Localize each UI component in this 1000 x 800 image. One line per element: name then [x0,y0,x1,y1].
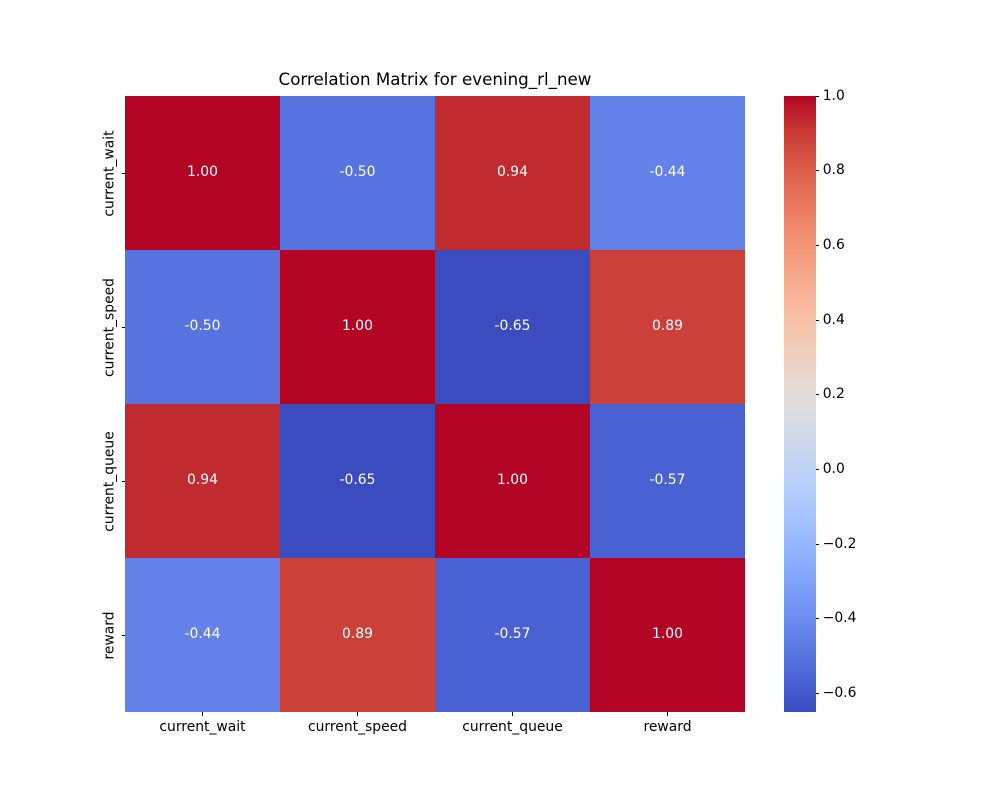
heatmap-cell-current_speed-reward: 0.89 [590,250,745,404]
heatmap-cell-reward-current_queue: -0.57 [435,558,590,712]
colorbar-tick-label: 0.4 [822,311,845,328]
heatmap-cell-current_wait-current_wait: 1.00 [125,96,280,250]
cell-annotation: -0.57 [649,472,686,489]
heatmap-cell-current_speed-current_queue: -0.65 [435,250,590,404]
cell-annotation: 1.00 [497,472,528,489]
heatmap-cell-current_queue-current_queue: 1.00 [435,404,590,558]
cell-annotation: 0.89 [652,318,683,335]
cell-annotation: 0.94 [187,472,218,489]
colorbar-tick-mark [815,618,820,620]
heatmap-cell-reward-current_speed: 0.89 [280,558,435,712]
y-tick-label: reward [101,610,117,660]
colorbar-tick-mark [815,468,820,470]
x-tick-mark [202,712,203,716]
heatmap-cell-current_speed-current_wait: -0.50 [125,250,280,404]
x-tick-label: current_queue [462,719,563,735]
cell-annotation: -0.57 [494,626,531,643]
x-tick-label: current_wait [159,719,246,735]
colorbar-tick-mark [815,394,820,396]
cell-annotation: -0.65 [494,318,531,335]
y-tick-mark [121,326,125,328]
colorbar [784,96,816,712]
cell-annotation: 1.00 [342,318,373,335]
cell-annotation: 1.00 [652,626,683,643]
y-tick-mark [121,634,125,636]
x-tick-mark [667,712,668,716]
colorbar-tick-label: 0.6 [822,236,845,253]
heatmap-cell-reward-current_wait: -0.44 [125,558,280,712]
colorbar-tick-label: −0.6 [822,684,857,701]
y-tick-mark [121,480,125,482]
chart-title: Correlation Matrix for evening_rl_new [278,69,592,89]
cell-annotation: 0.94 [497,164,528,181]
heatmap-cell-reward-reward: 1.00 [590,558,745,712]
heatmap-grid: 1.00 -0.50 0.94 -0.44 -0.50 1.00 -0.65 0.89 0.94… [125,96,745,712]
colorbar-tick-mark [815,319,820,321]
heatmap-cell-current_queue-reward: -0.57 [590,404,745,558]
cell-annotation: 1.00 [187,164,218,181]
cell-annotation: 0.89 [342,626,373,643]
x-tick-label: reward [643,719,692,735]
x-tick-label: current_speed [307,719,408,735]
colorbar-tick-label: −0.2 [822,535,857,552]
cell-annotation: -0.50 [184,318,221,335]
cell-annotation: -0.65 [339,472,376,489]
x-tick-mark [512,712,513,716]
heatmap-cell-current_queue-current_speed: -0.65 [280,404,435,558]
heatmap-cell-current_queue-current_wait: 0.94 [125,404,280,558]
colorbar-tick-label: 0.2 [822,386,845,403]
colorbar-tick-label: 0.8 [822,162,845,179]
heatmap-cell-current_speed-current_speed: 1.00 [280,250,435,404]
colorbar-tick-mark [815,170,820,172]
cell-annotation: -0.44 [649,164,686,181]
colorbar-tick-label: 0.0 [822,460,845,477]
colorbar-tick-mark [815,692,820,694]
heatmap-cell-current_wait-current_speed: -0.50 [280,96,435,250]
cell-annotation: -0.44 [184,626,221,643]
x-tick-mark [357,712,358,716]
cell-annotation: -0.50 [339,164,376,181]
colorbar-tick-label: −0.4 [822,610,857,627]
colorbar-tick-mark [815,95,820,97]
colorbar-tick-mark [815,543,820,545]
y-tick-mark [121,172,125,174]
heatmap-cell-current_wait-current_queue: 0.94 [435,96,590,250]
colorbar-tick-label: 1.0 [822,87,845,104]
colorbar-tick-mark [815,244,820,246]
heatmap-cell-current_wait-reward: -0.44 [590,96,745,250]
